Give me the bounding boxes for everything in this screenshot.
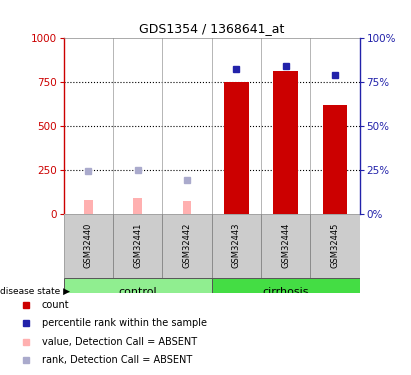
Text: GSM32445: GSM32445 [330, 223, 339, 268]
Bar [113, 214, 162, 278]
Bar [224, 82, 249, 214]
Title: GDS1354 / 1368641_at: GDS1354 / 1368641_at [139, 22, 284, 35]
Text: percentile rank within the sample: percentile rank within the sample [42, 318, 207, 328]
Bar [133, 198, 142, 214]
Bar [273, 71, 298, 214]
Text: count: count [42, 300, 69, 310]
Text: GSM32442: GSM32442 [182, 223, 192, 268]
Bar [212, 214, 261, 278]
Text: control: control [118, 286, 157, 297]
Bar [64, 214, 113, 278]
Text: rank, Detection Call = ABSENT: rank, Detection Call = ABSENT [42, 355, 192, 365]
Bar [84, 200, 93, 214]
Bar [212, 278, 360, 306]
Text: value, Detection Call = ABSENT: value, Detection Call = ABSENT [42, 336, 197, 346]
Text: cirrhosis: cirrhosis [262, 286, 309, 297]
Bar [162, 214, 212, 278]
Bar [310, 214, 360, 278]
Text: GSM32444: GSM32444 [281, 223, 290, 268]
Bar [261, 214, 310, 278]
Text: disease state ▶: disease state ▶ [0, 287, 70, 296]
Bar [323, 105, 347, 214]
Text: GSM32441: GSM32441 [133, 223, 142, 268]
Text: GSM32440: GSM32440 [84, 223, 93, 268]
Bar [182, 201, 192, 214]
Text: GSM32443: GSM32443 [232, 223, 241, 268]
Bar [64, 278, 212, 306]
